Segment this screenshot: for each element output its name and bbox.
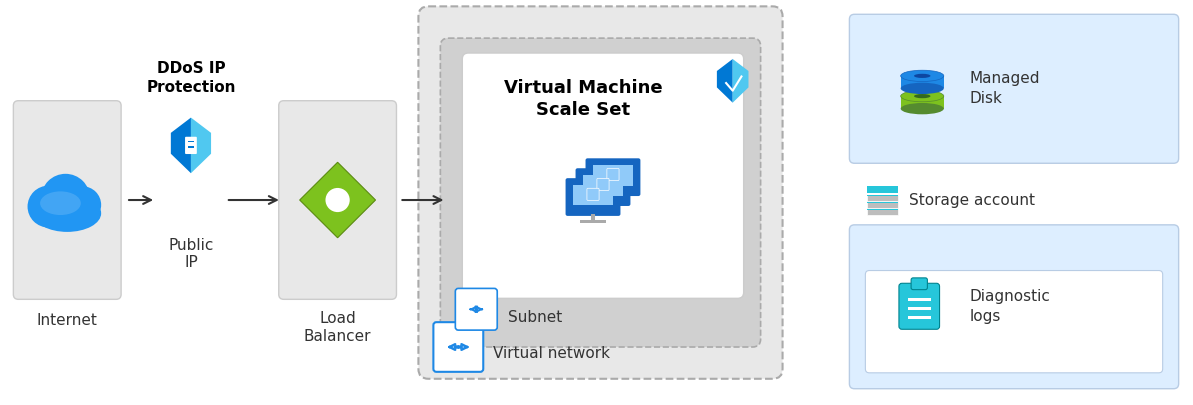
FancyBboxPatch shape: [911, 278, 927, 290]
Bar: [593, 165, 632, 185]
Bar: [187, 146, 194, 147]
Polygon shape: [299, 162, 376, 238]
Circle shape: [64, 186, 101, 224]
Bar: [901, 76, 944, 88]
Text: Internet: Internet: [37, 313, 98, 328]
Bar: [866, 194, 898, 200]
FancyBboxPatch shape: [419, 6, 783, 379]
FancyBboxPatch shape: [849, 14, 1179, 163]
Bar: [592, 214, 594, 220]
Bar: [580, 220, 606, 223]
Ellipse shape: [914, 94, 931, 98]
Circle shape: [475, 307, 478, 311]
FancyBboxPatch shape: [596, 178, 610, 190]
Text: Managed
Disk: Managed Disk: [969, 71, 1039, 106]
Circle shape: [457, 345, 460, 349]
Text: DDoS IP
Protection: DDoS IP Protection: [147, 61, 236, 95]
Ellipse shape: [901, 70, 944, 81]
Text: Storage account: Storage account: [909, 192, 1036, 207]
Bar: [187, 141, 194, 142]
Bar: [866, 202, 898, 203]
Bar: [601, 204, 605, 210]
FancyBboxPatch shape: [185, 137, 197, 154]
FancyBboxPatch shape: [586, 158, 641, 196]
FancyBboxPatch shape: [565, 178, 620, 216]
Bar: [866, 202, 898, 208]
Ellipse shape: [901, 83, 944, 94]
Ellipse shape: [901, 103, 944, 114]
FancyBboxPatch shape: [440, 38, 761, 347]
Bar: [611, 194, 614, 200]
FancyBboxPatch shape: [13, 101, 122, 299]
Bar: [573, 185, 613, 205]
Bar: [908, 316, 931, 319]
FancyBboxPatch shape: [575, 168, 630, 206]
FancyBboxPatch shape: [900, 283, 940, 329]
Bar: [583, 175, 623, 196]
Ellipse shape: [901, 90, 944, 102]
Polygon shape: [733, 59, 748, 103]
Circle shape: [453, 345, 458, 349]
Circle shape: [326, 188, 350, 212]
Text: Virtual Machine
Scale Set: Virtual Machine Scale Set: [503, 79, 662, 119]
Ellipse shape: [33, 195, 101, 232]
Polygon shape: [171, 117, 191, 173]
Text: Diagnostic
logs: Diagnostic logs: [969, 289, 1050, 324]
Circle shape: [459, 345, 463, 349]
Polygon shape: [717, 59, 733, 103]
Circle shape: [27, 185, 69, 228]
Text: Load
Balancer: Load Balancer: [304, 311, 371, 344]
Polygon shape: [191, 117, 211, 173]
Circle shape: [41, 174, 89, 222]
Bar: [908, 307, 931, 310]
Text: Public
IP: Public IP: [168, 238, 214, 270]
FancyBboxPatch shape: [433, 322, 483, 372]
Text: Virtual network: Virtual network: [493, 346, 611, 361]
Bar: [901, 96, 944, 109]
Text: Subnet: Subnet: [508, 310, 562, 325]
FancyBboxPatch shape: [587, 188, 599, 200]
FancyBboxPatch shape: [607, 168, 619, 181]
Ellipse shape: [41, 192, 81, 215]
Bar: [866, 186, 898, 193]
Bar: [600, 200, 626, 203]
Bar: [591, 210, 616, 213]
FancyBboxPatch shape: [456, 288, 497, 330]
FancyBboxPatch shape: [865, 271, 1163, 373]
Bar: [908, 298, 931, 301]
Bar: [866, 209, 898, 215]
Bar: [866, 209, 898, 210]
FancyBboxPatch shape: [849, 225, 1179, 389]
Ellipse shape: [914, 74, 931, 78]
FancyBboxPatch shape: [463, 53, 743, 298]
FancyBboxPatch shape: [279, 101, 396, 299]
Bar: [866, 194, 898, 196]
